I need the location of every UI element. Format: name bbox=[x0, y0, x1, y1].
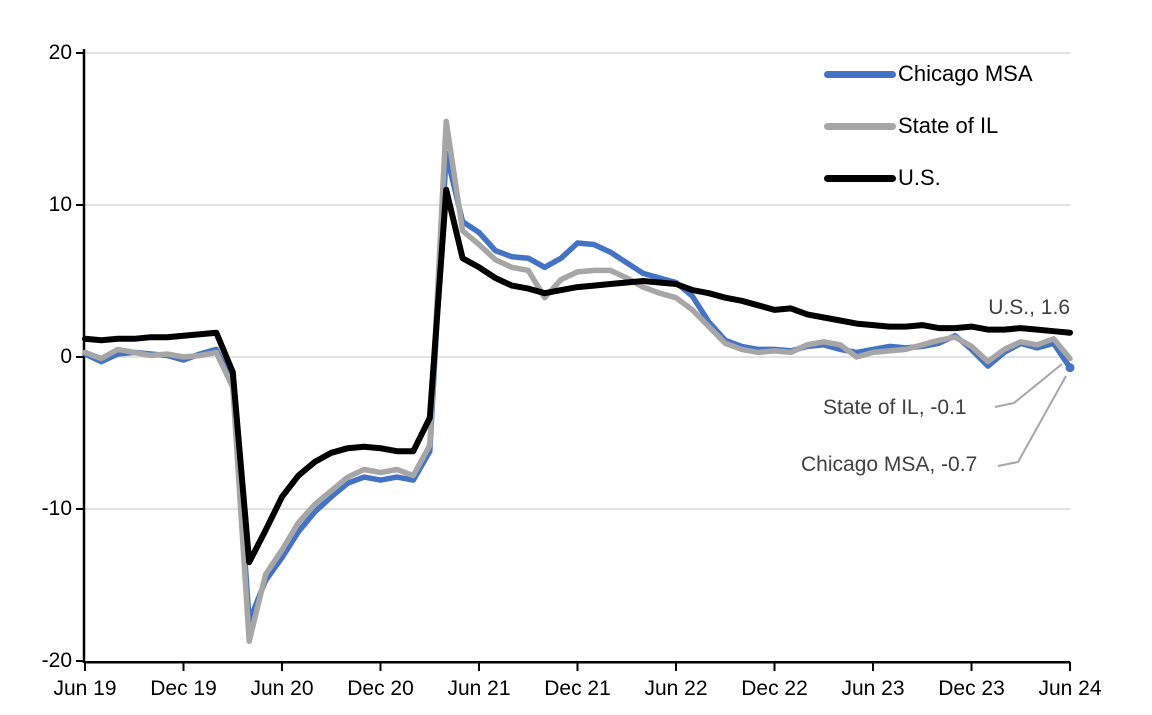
y-tick-label: 20 bbox=[48, 41, 72, 64]
legend: Chicago MSA State of IL U.S. bbox=[824, 60, 1033, 192]
legend-item-state-of-il: State of IL bbox=[824, 112, 1033, 140]
legend-swatch-us bbox=[824, 174, 896, 182]
legend-item-us: U.S. bbox=[824, 164, 1033, 192]
series-line-u-s bbox=[82, 186, 1073, 566]
y-tick-label: 0 bbox=[60, 345, 72, 368]
x-tick-label: Jun 23 bbox=[841, 677, 905, 700]
x-tick-label: Jun 20 bbox=[250, 677, 314, 700]
x-tick-label: Jun 24 bbox=[1038, 677, 1102, 700]
annotation-us: U.S., 1.6 bbox=[988, 296, 1070, 319]
legend-item-chicago-msa: Chicago MSA bbox=[824, 60, 1033, 88]
x-tick-label: Jun 21 bbox=[447, 677, 511, 700]
legend-label-state-of-il: State of IL bbox=[898, 113, 999, 138]
legend-swatch-state-of-il bbox=[824, 122, 896, 130]
legend-label-chicago-msa: Chicago MSA bbox=[898, 61, 1033, 86]
y-tick-label: -10 bbox=[41, 497, 72, 520]
leader-line-state-of-il bbox=[994, 363, 1063, 408]
annotation-state-of-il: State of IL, -0.1 bbox=[823, 396, 967, 419]
x-tick-label: Jun 22 bbox=[644, 677, 708, 700]
x-tick-label: Dec 21 bbox=[544, 677, 611, 700]
y-tick-label: -20 bbox=[41, 649, 72, 672]
y-tick-label: 10 bbox=[48, 193, 72, 216]
x-tick-label: Dec 23 bbox=[938, 677, 1005, 700]
series-end-dot-chicago-msa bbox=[1065, 363, 1075, 373]
legend-label-us: U.S. bbox=[898, 165, 941, 190]
annotation-chicago-msa: Chicago MSA, -0.7 bbox=[801, 453, 978, 476]
x-tick-label: Dec 22 bbox=[741, 677, 808, 700]
leader-line-chicago-msa bbox=[997, 375, 1067, 467]
legend-swatch-chicago-msa bbox=[824, 70, 896, 78]
series-line-state-of-il bbox=[82, 118, 1073, 644]
x-tick-label: Jun 19 bbox=[53, 677, 117, 700]
x-tick-label: Dec 20 bbox=[347, 677, 414, 700]
x-tick-label: Dec 19 bbox=[150, 677, 217, 700]
